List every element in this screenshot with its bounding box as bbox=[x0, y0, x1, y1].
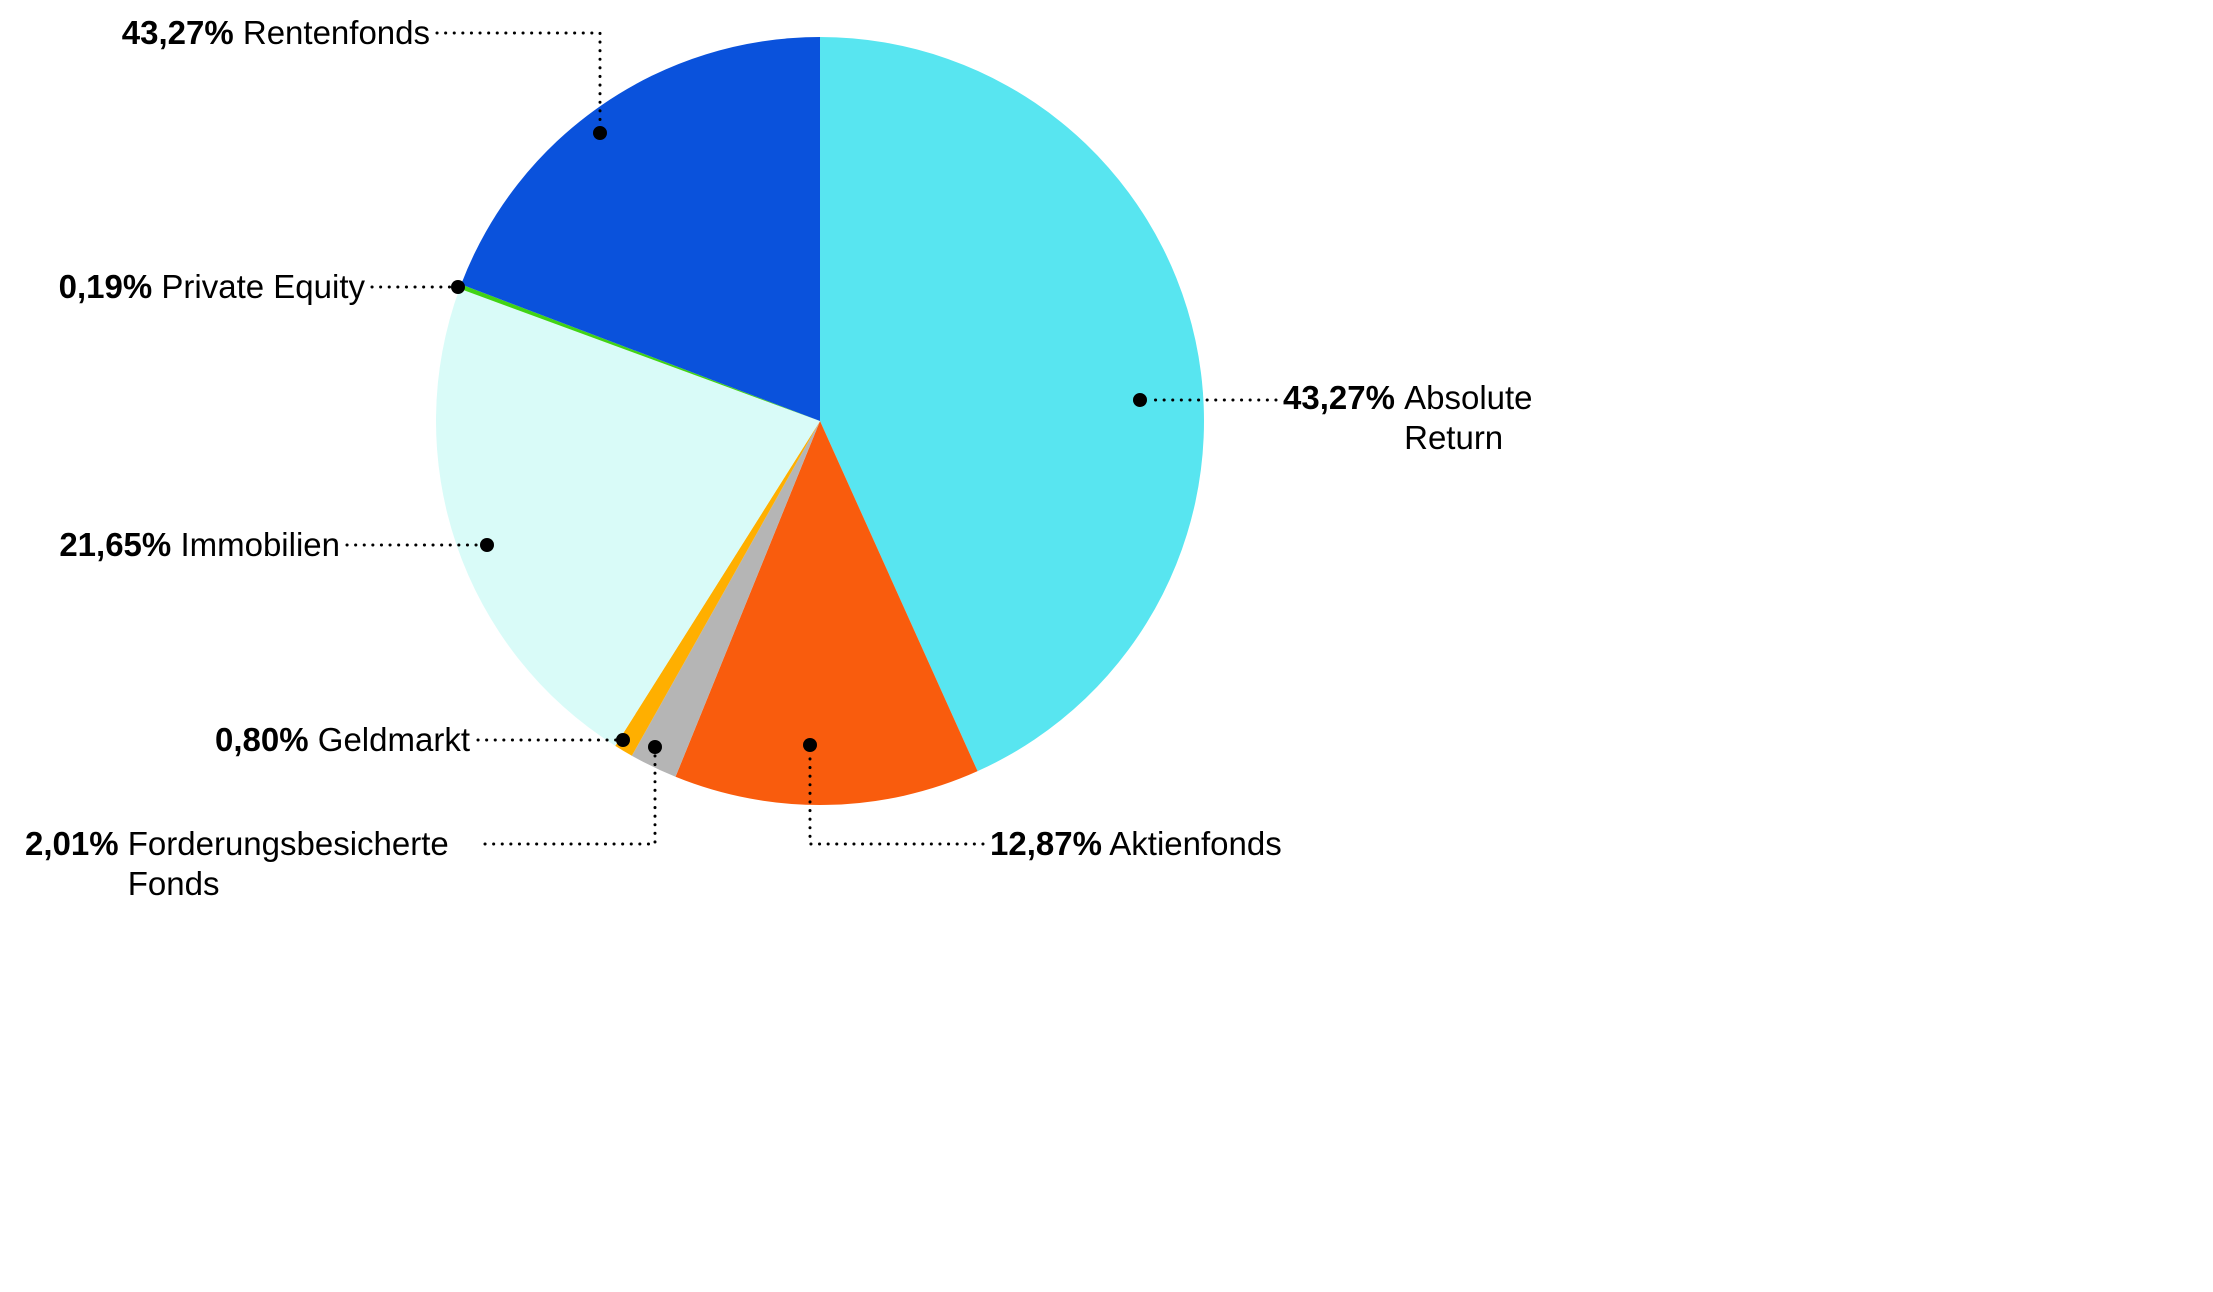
label-aktienfonds: 12,87% Aktienfonds bbox=[990, 824, 1282, 864]
label-absolute-return-pct: 43,27% bbox=[1283, 379, 1395, 416]
label-immobilien-name: Immobilien bbox=[180, 526, 340, 563]
label-geldmarkt-pct: 0,80% bbox=[215, 721, 309, 758]
label-geldmarkt: 0,80% Geldmarkt bbox=[215, 720, 470, 760]
leader-line-forderungsbesicherte-fonds bbox=[483, 753, 657, 846]
pie-slice-aktienfonds bbox=[675, 421, 978, 806]
pie-slice-rentenfonds bbox=[461, 36, 820, 421]
leader-line-rentenfonds bbox=[435, 31, 602, 127]
leader-dot-aktienfonds bbox=[803, 738, 817, 752]
label-forderungsbesicherte-fonds-name: Forderungsbesicherte Fonds bbox=[127, 825, 449, 902]
label-rentenfonds: 43,27% Rentenfonds bbox=[122, 13, 430, 53]
label-private-equity-name: Private Equity bbox=[161, 268, 365, 305]
label-private-equity: 0,19% Private Equity bbox=[59, 267, 365, 307]
label-absolute-return-name: Absolute Return bbox=[1404, 379, 1533, 456]
leader-dot-forderungsbesicherte-fonds bbox=[648, 740, 662, 754]
pie-slice-forderungsbesicherte-fonds bbox=[631, 421, 820, 777]
pie-slice-private-equity bbox=[459, 284, 820, 421]
leader-line-aktienfonds bbox=[808, 751, 985, 846]
leader-dot-geldmarkt bbox=[616, 733, 630, 747]
label-rentenfonds-pct: 43,27% bbox=[121, 14, 234, 51]
pie-slice-immobilien bbox=[436, 288, 820, 746]
label-aktienfonds-pct: 12,87% bbox=[990, 825, 1102, 862]
label-aktienfonds-name: Aktienfonds bbox=[1109, 825, 1282, 862]
label-forderungsbesicherte-fonds-pct: 2,01% bbox=[25, 825, 119, 862]
label-forderungsbesicherte-fonds: 2,01% Forderungsbesicherte Fonds bbox=[25, 824, 488, 904]
label-rentenfonds-name: Rentenfonds bbox=[242, 14, 430, 51]
label-absolute-return: 43,27% Absolute Return bbox=[1283, 378, 1556, 458]
pie-slice-geldmarkt bbox=[615, 421, 820, 756]
leader-dot-rentenfonds bbox=[593, 126, 607, 140]
leader-dot-absolute-return bbox=[1133, 393, 1147, 407]
label-private-equity-pct: 0,19% bbox=[58, 268, 153, 305]
label-geldmarkt-name: Geldmarkt bbox=[317, 721, 470, 758]
leader-dot-private-equity bbox=[451, 280, 465, 294]
label-immobilien: 21,65% Immobilien bbox=[59, 525, 340, 565]
label-immobilien-pct: 21,65% bbox=[59, 526, 172, 563]
leader-dot-immobilien bbox=[480, 538, 494, 552]
pie-slice-absolute-return bbox=[820, 37, 1205, 772]
